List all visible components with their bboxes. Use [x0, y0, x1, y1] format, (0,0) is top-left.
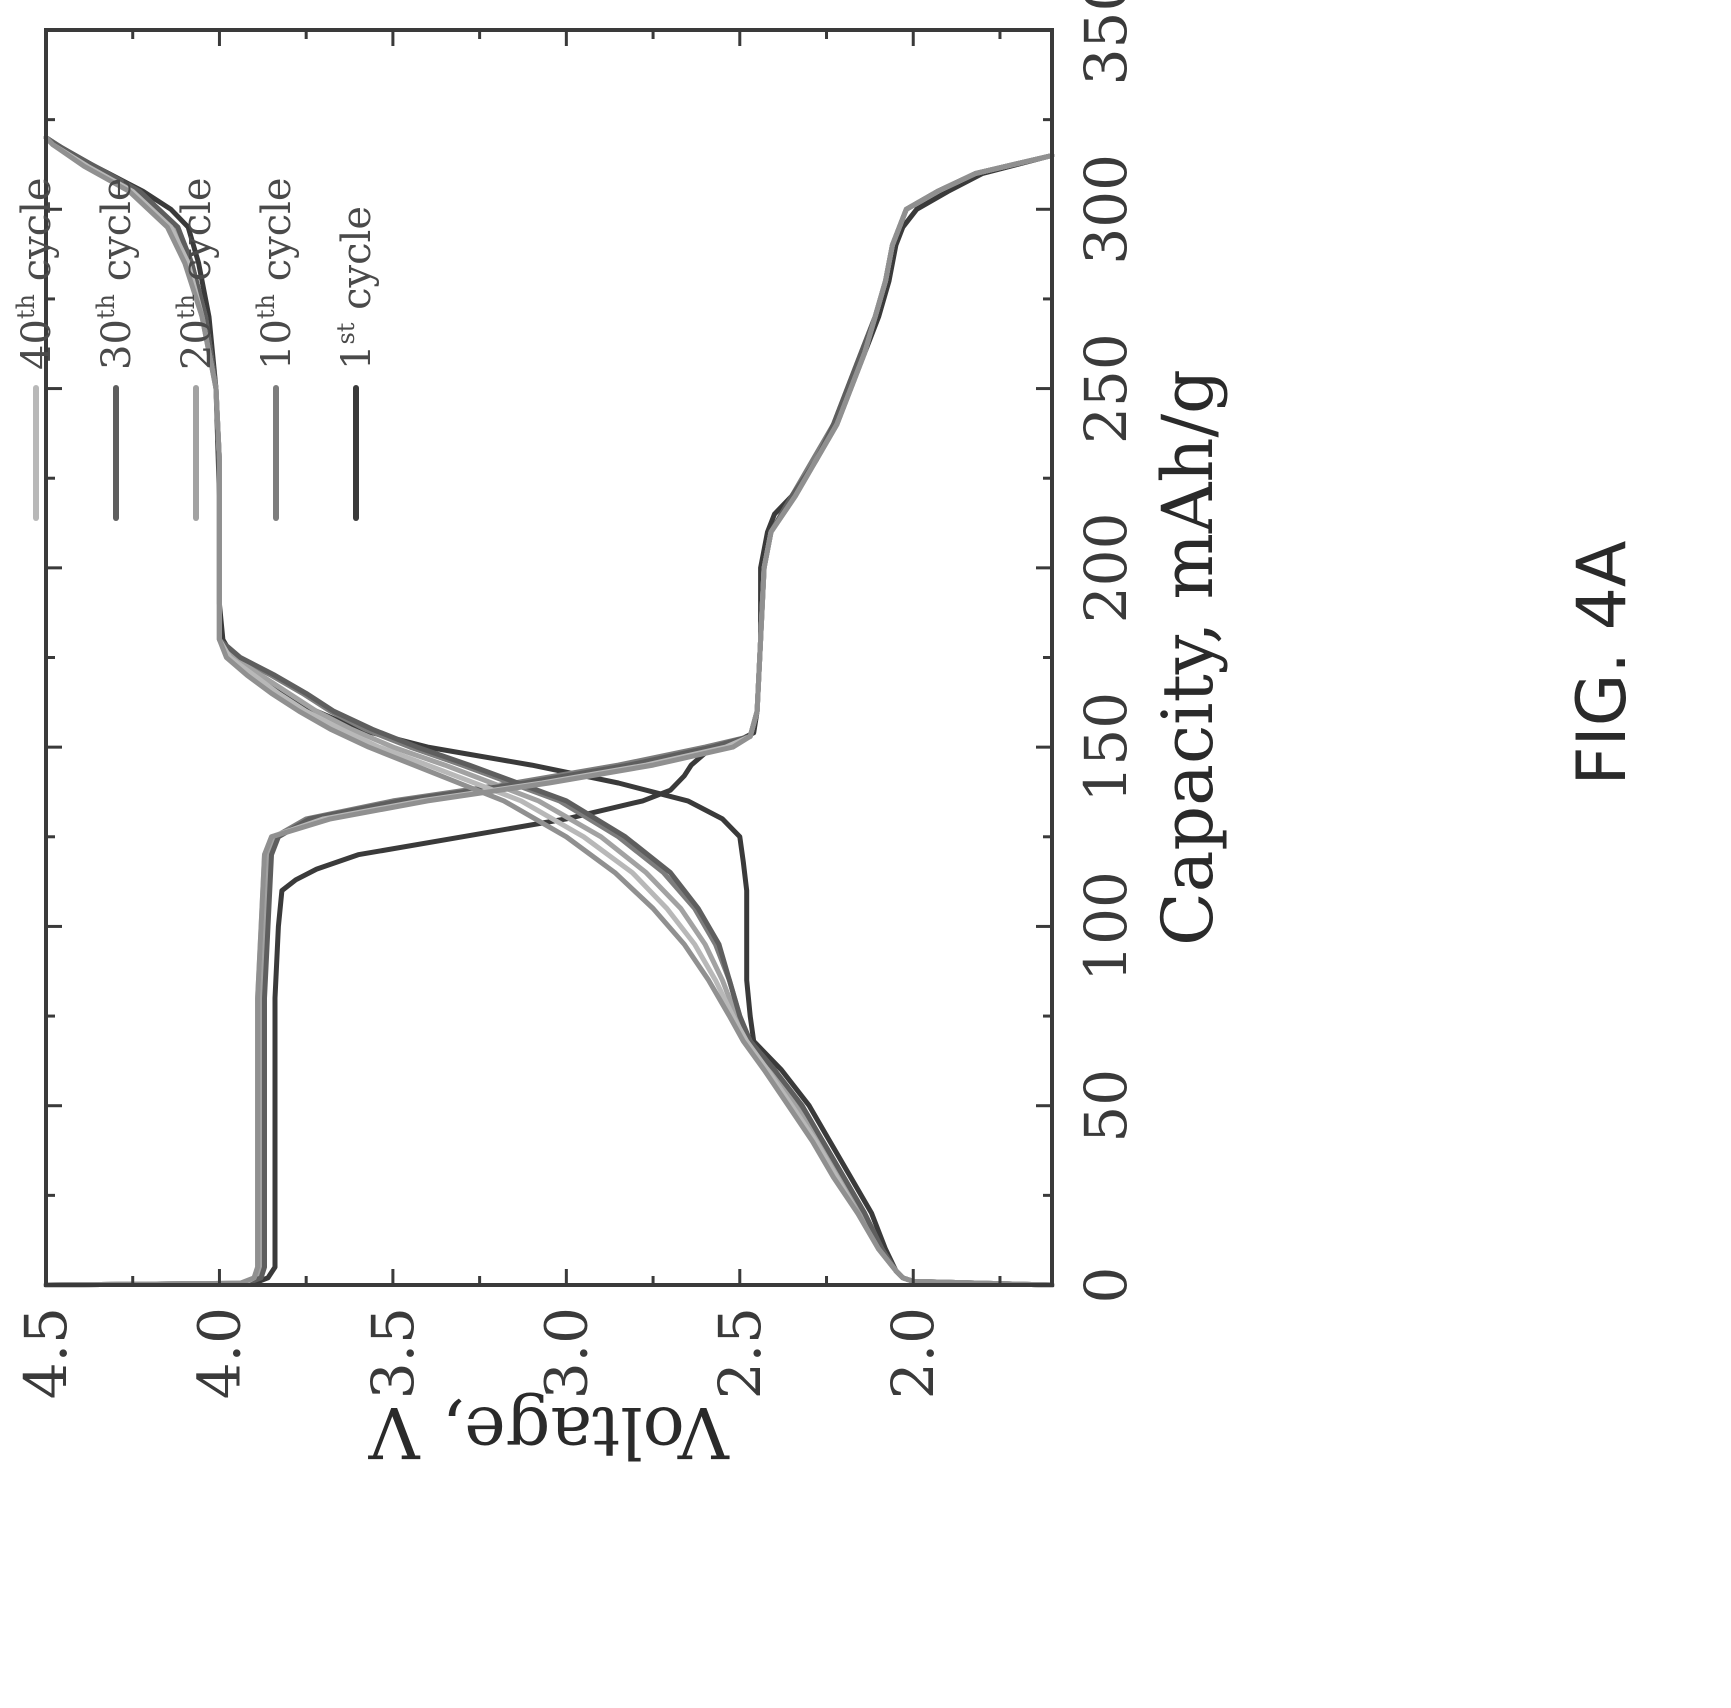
series-5-charge-curve: [43, 135, 1055, 1288]
figure-caption: FIG. 4A: [1563, 541, 1642, 786]
y-tick-label: 3.5: [359, 1307, 427, 1399]
x-axis-title: Capacity, mAh/g: [1147, 369, 1229, 946]
x-tick-label: 0: [1072, 1267, 1140, 1304]
plot-curves: [43, 135, 1055, 1288]
y-tick-label: 3.0: [532, 1307, 600, 1399]
y-tick-label: 2.0: [879, 1307, 947, 1399]
y-axis-title: Voltage, V: [368, 1391, 730, 1473]
y-axis-ticks: 2.0 2.5 3.0 3.5 4.0 4.5: [12, 30, 1002, 1399]
legend-label: 30th cycle: [92, 177, 140, 370]
legend: 1st cycle 10th cycle 20th cycle 30th cycle 4…: [12, 177, 380, 521]
x-axis-ticks: 0 50 100 150 200 250 300 350: [46, 0, 1140, 1303]
legend-label: 40th cycle: [12, 177, 60, 370]
x-tick-label: 150: [1072, 692, 1140, 803]
x-tick-label: 200: [1072, 512, 1140, 623]
y-tick-label: 4.0: [185, 1307, 253, 1399]
x-tick-label: 100: [1072, 871, 1140, 982]
y-tick-label: 4.5: [12, 1307, 80, 1399]
series-5-discharge-curve: [43, 153, 1055, 1288]
x-tick-label: 50: [1072, 1069, 1140, 1143]
x-tick-label: 350: [1072, 0, 1140, 85]
legend-label: 1st cycle: [332, 206, 380, 370]
y-tick-label: 2.5: [706, 1307, 774, 1399]
legend-label: 20th cycle: [172, 177, 220, 370]
x-tick-label: 300: [1072, 154, 1140, 265]
x-tick-label: 250: [1072, 333, 1140, 444]
legend-label: 10th cycle: [252, 177, 300, 370]
